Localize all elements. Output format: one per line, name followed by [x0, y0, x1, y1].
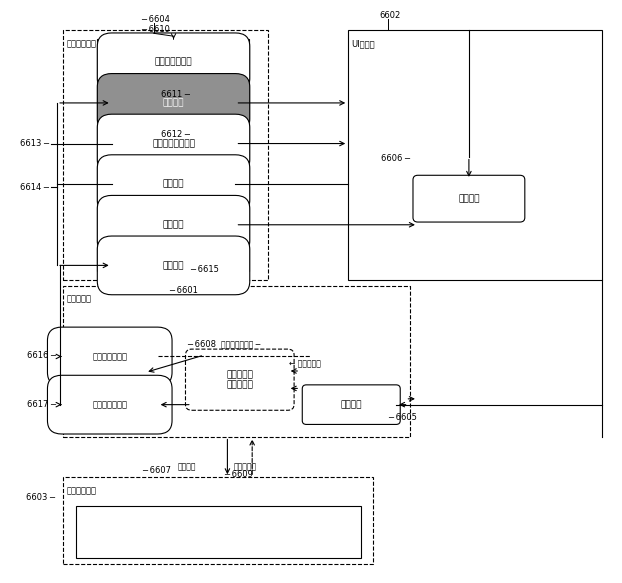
FancyBboxPatch shape: [97, 236, 250, 295]
Text: 6612 ─: 6612 ─: [161, 131, 190, 139]
Text: ─ 6607: ─ 6607: [142, 466, 172, 475]
FancyBboxPatch shape: [63, 30, 267, 280]
Text: 6602: 6602: [379, 12, 401, 20]
Text: 6603 ─: 6603 ─: [26, 493, 55, 502]
Text: データベース: データベース: [67, 39, 96, 48]
FancyBboxPatch shape: [47, 327, 172, 386]
Text: 治療レイヤ: 治療レイヤ: [67, 294, 91, 303]
FancyBboxPatch shape: [63, 286, 410, 437]
Text: ─ 6615: ─ 6615: [190, 265, 219, 274]
Text: ─ 6605: ─ 6605: [388, 413, 417, 422]
Text: 部品ステータス: 部品ステータス: [155, 58, 192, 67]
Text: 治療選択: 治療選択: [163, 261, 184, 270]
Text: 状態ステータス ─: 状態ステータス ─: [221, 340, 261, 349]
Text: ─ 6604: ─ 6604: [141, 16, 170, 24]
FancyBboxPatch shape: [348, 30, 602, 280]
FancyBboxPatch shape: [185, 349, 294, 410]
FancyBboxPatch shape: [97, 114, 250, 173]
Text: ─ 6601: ─ 6601: [169, 286, 197, 295]
Text: 6613 ─: 6613 ─: [20, 139, 49, 148]
Text: 治療設定: 治療設定: [458, 194, 480, 203]
FancyBboxPatch shape: [63, 477, 373, 564]
Text: 治療設定: 治療設定: [163, 220, 184, 229]
FancyBboxPatch shape: [98, 39, 249, 271]
Text: ─ 6609: ─ 6609: [225, 470, 253, 479]
FancyBboxPatch shape: [302, 385, 400, 424]
Text: 治療制御・
アプレット: 治療制御・ アプレット: [226, 370, 253, 389]
Text: ─ 6610: ─ 6610: [141, 24, 170, 34]
Text: ← ユーザ動作: ← ユーザ動作: [289, 360, 321, 368]
Text: 6606 ─: 6606 ─: [381, 153, 410, 163]
Text: ステータス: ステータス: [234, 463, 257, 472]
Text: 治療限界: 治療限界: [163, 180, 184, 189]
Text: 部品履歴: 部品履歴: [163, 99, 184, 107]
Text: UIモデル: UIモデル: [351, 39, 375, 48]
Text: 6617 ─: 6617 ─: [27, 400, 56, 409]
FancyBboxPatch shape: [97, 73, 250, 132]
Text: 6614 ─: 6614 ─: [20, 182, 49, 192]
Text: 6611 ─: 6611 ─: [161, 90, 190, 99]
Text: ユーザパラメータ: ユーザパラメータ: [152, 139, 195, 148]
Text: ─ 6608: ─ 6608: [187, 340, 216, 349]
FancyBboxPatch shape: [76, 506, 361, 559]
Text: マシンレイヤ: マシンレイヤ: [67, 486, 96, 495]
Text: 部品ステータス: 部品ステータス: [92, 400, 128, 409]
Text: コマンド: コマンド: [178, 463, 197, 472]
FancyBboxPatch shape: [97, 195, 250, 254]
FancyBboxPatch shape: [413, 175, 525, 222]
FancyBboxPatch shape: [47, 375, 172, 434]
FancyBboxPatch shape: [97, 33, 250, 92]
Text: 6616 ─: 6616 ─: [27, 351, 56, 360]
Text: 治療設定: 治療設定: [340, 400, 362, 409]
Text: 治療ステータス: 治療ステータス: [92, 352, 128, 361]
FancyBboxPatch shape: [97, 155, 250, 213]
